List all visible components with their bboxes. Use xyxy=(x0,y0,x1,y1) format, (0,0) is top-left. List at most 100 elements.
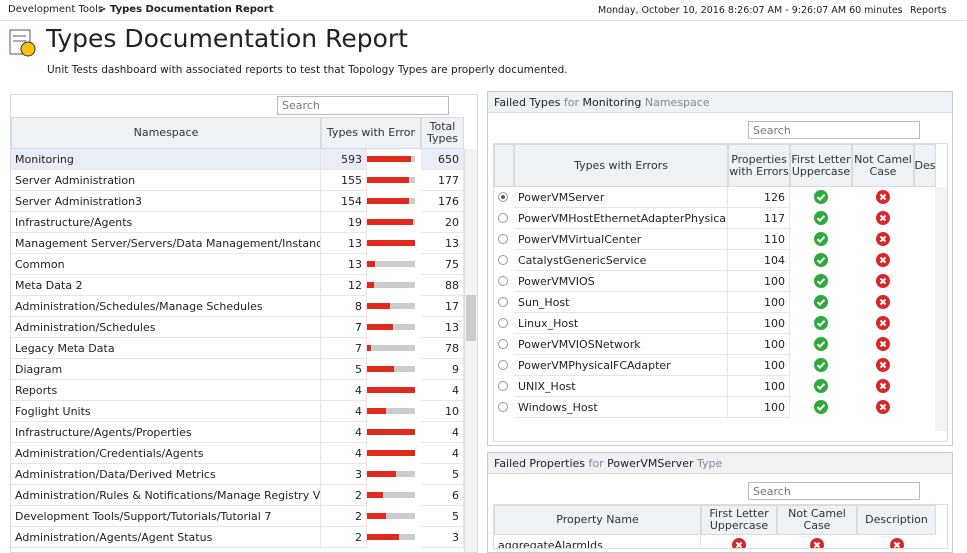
radio-button[interactable] xyxy=(498,402,508,412)
column-header[interactable]: Types with Error xyxy=(321,117,421,149)
namespace-cell[interactable]: Diagram xyxy=(11,359,321,380)
radio-button[interactable] xyxy=(498,234,508,244)
panel-title-title: Failed Properties xyxy=(494,457,586,470)
namespace-cell[interactable]: Reports xyxy=(11,380,321,401)
property-error-count: 126 xyxy=(728,187,790,208)
error-icon xyxy=(876,337,890,351)
check-icon xyxy=(814,232,828,246)
radio-button[interactable] xyxy=(498,339,508,349)
type-name[interactable]: UNIX_Host xyxy=(514,376,728,397)
error-count: 7 xyxy=(321,317,367,338)
bar-track xyxy=(367,429,415,435)
total-count: 20 xyxy=(421,212,464,233)
breadcrumb-root[interactable]: Development Tools xyxy=(8,4,104,15)
namespace-cell[interactable]: Administration/Credentials/Agents xyxy=(11,443,321,464)
error-bar xyxy=(367,240,415,246)
namespace-cell[interactable]: Management Server/Servers/Data Managemen… xyxy=(11,233,321,254)
search-box[interactable]: Search xyxy=(748,482,920,500)
type-name[interactable]: Sun_Host xyxy=(514,292,728,313)
namespace-cell[interactable]: Server Administration3 xyxy=(11,191,321,212)
error-icon xyxy=(732,538,746,548)
bar-track xyxy=(367,513,415,519)
type-name[interactable]: PowerVMVIOSNetwork xyxy=(514,334,728,355)
error-count: 12 xyxy=(321,275,367,296)
radio-button[interactable] xyxy=(498,192,508,202)
column-header[interactable]: Types with Errors xyxy=(514,144,728,187)
error-bar xyxy=(367,408,387,414)
column-header[interactable]: First Letter Uppercase xyxy=(790,144,852,187)
radio-button[interactable] xyxy=(498,381,508,391)
property-name[interactable]: aggregateAlarmIds xyxy=(494,535,701,548)
namespace-cell[interactable]: Server Administration xyxy=(11,170,321,191)
namespace-cell[interactable]: Administration/Rules & Notifications/Man… xyxy=(11,485,321,506)
error-bar xyxy=(367,219,413,225)
namespace-cell[interactable]: Administration/Data/Derived Metrics xyxy=(11,464,321,485)
panel-title-context: Monitoring xyxy=(582,96,642,109)
error-count: 2 xyxy=(321,506,367,527)
radio-button[interactable] xyxy=(498,255,508,265)
namespace-cell[interactable]: Administration/Schedules/Manage Schedule… xyxy=(11,296,321,317)
radio-button[interactable] xyxy=(498,213,508,223)
column-header[interactable]: Namespace xyxy=(11,117,321,149)
type-name[interactable]: PowerVMServer xyxy=(514,187,728,208)
error-bar xyxy=(367,156,411,162)
check-icon xyxy=(814,358,828,372)
error-count: 155 xyxy=(321,170,367,191)
type-name[interactable]: Linux_Host xyxy=(514,313,728,334)
search-box[interactable]: Search xyxy=(748,121,920,139)
total-count: 176 xyxy=(421,191,464,212)
radio-button[interactable] xyxy=(498,297,508,307)
namespace-cell[interactable]: Common xyxy=(11,254,321,275)
namespace-cell[interactable]: Infrastructure/Agents/Properties xyxy=(11,422,321,443)
time-range[interactable]: Monday, October 10, 2016 8:26:07 AM - 9:… xyxy=(598,5,903,16)
property-error-count: 100 xyxy=(728,271,790,292)
column-header[interactable]: Not Camel Case xyxy=(777,505,857,535)
namespace-cell[interactable]: Monitoring xyxy=(11,149,321,170)
type-name[interactable]: CatalystGenericService xyxy=(514,250,728,271)
total-count: 88 xyxy=(421,275,464,296)
column-header[interactable]: Properties with Errors xyxy=(728,144,790,187)
namespace-cell[interactable]: Infrastructure/Agents xyxy=(11,212,321,233)
column-header[interactable]: First Letter Uppercase xyxy=(701,505,777,535)
property-error-count: 110 xyxy=(728,229,790,250)
namespace-cell[interactable]: Legacy Meta Data xyxy=(11,338,321,359)
radio-button[interactable] xyxy=(498,360,508,370)
namespace-cell[interactable]: Administration/Schedules xyxy=(11,317,321,338)
panel-title-prefix: for xyxy=(563,96,580,109)
error-icon xyxy=(876,316,890,330)
error-bar xyxy=(367,324,393,330)
type-name[interactable]: Windows_Host xyxy=(514,397,728,418)
column-header[interactable]: Not Camel Case xyxy=(852,144,914,187)
column-header[interactable]: Des xyxy=(914,144,936,187)
failed-types-panel: Failed Types for Monitoring Namespace Sea… xyxy=(487,91,953,446)
type-name[interactable]: PowerVMVirtualCenter xyxy=(514,229,728,250)
namespace-cell[interactable]: Administration/Agents/Agent Status xyxy=(11,527,321,548)
namespace-cell[interactable]: Development Tools/Support/Tutorials/Tuto… xyxy=(11,506,321,527)
radio-button[interactable] xyxy=(498,318,508,328)
bar-track xyxy=(367,450,415,456)
type-name[interactable]: PowerVMHostEthernetAdapterPhysicalPort xyxy=(514,208,728,229)
check-icon xyxy=(814,190,828,204)
total-count: 4 xyxy=(421,380,464,401)
error-bar xyxy=(367,345,372,351)
error-bar xyxy=(367,366,394,372)
namespace-cell[interactable]: Foglight Units xyxy=(11,401,321,422)
top-bar: Development Tools > Types Documentation … xyxy=(0,0,967,21)
radio-button[interactable] xyxy=(498,276,508,286)
report-icon xyxy=(9,29,36,57)
namespace-cell[interactable]: Meta Data 2 xyxy=(11,275,321,296)
total-count: 13 xyxy=(421,233,464,254)
column-header[interactable]: Description xyxy=(857,505,936,535)
type-name[interactable]: PowerVMVIOS xyxy=(514,271,728,292)
column-header[interactable]: Total Types xyxy=(421,117,464,149)
column-header[interactable]: Property Name xyxy=(494,505,701,535)
search-box[interactable]: Search xyxy=(277,96,449,115)
reports-menu[interactable]: Reports xyxy=(910,5,947,16)
scrollbar xyxy=(935,187,947,431)
type-name[interactable]: PowerVMPhysicalFCAdapter xyxy=(514,355,728,376)
property-error-count: 100 xyxy=(728,334,790,355)
error-count: 4 xyxy=(321,422,367,443)
error-bar xyxy=(367,198,409,204)
bar-track xyxy=(367,492,415,498)
